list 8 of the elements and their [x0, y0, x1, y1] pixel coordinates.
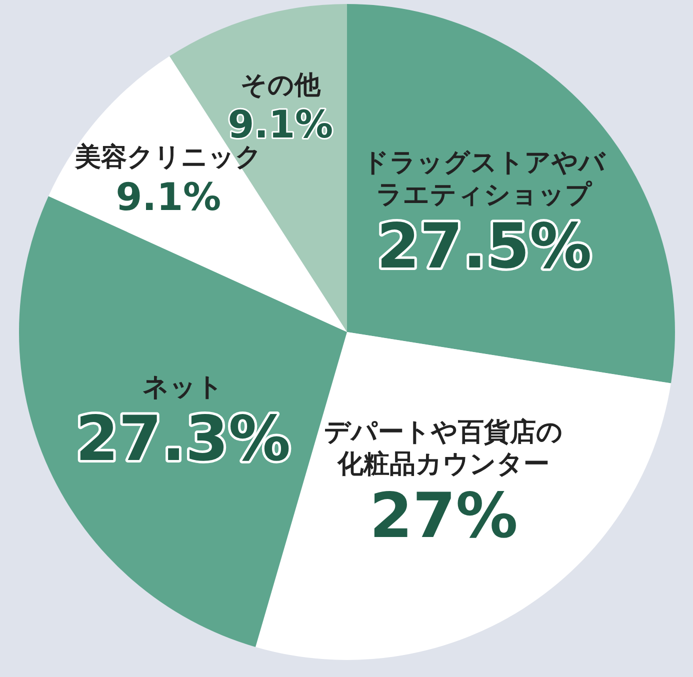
- slice-label: その他: [240, 70, 322, 100]
- slice-label: ネット: [142, 372, 224, 402]
- data-label: 27.3%: [76, 402, 291, 475]
- data-label: 27%: [369, 479, 518, 552]
- data-label: 9.1%: [116, 174, 222, 219]
- data-label: 27.5%: [376, 210, 592, 283]
- slice-label: ドラッグストアやバラエティショップ: [362, 148, 607, 210]
- slice-label: デパートや百貨店の化粧品カウンター: [324, 417, 564, 480]
